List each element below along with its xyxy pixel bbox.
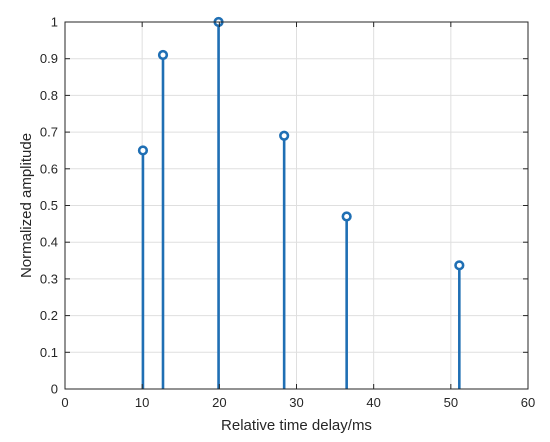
stem-series [137, 16, 465, 389]
x-tick-label-2: 20 [212, 395, 226, 410]
x-tick-label-6: 60 [521, 395, 535, 410]
x-tick-label-5: 50 [444, 395, 458, 410]
y-tick-label-9: 0.9 [40, 51, 58, 66]
x-axis-label: Relative time delay/ms [221, 417, 372, 434]
y-tick-label-8: 0.8 [40, 88, 58, 103]
stem-marker-5 [454, 260, 465, 271]
y-tick-label-1: 0.1 [40, 345, 58, 360]
y-tick-label-5: 0.5 [40, 198, 58, 213]
x-tick-label-1: 10 [135, 395, 149, 410]
x-tick-label-3: 30 [289, 395, 303, 410]
stem-marker-1 [157, 49, 169, 61]
y-tick-label-2: 0.2 [40, 308, 58, 323]
axis-ticks: 0 10 20 30 40 50 60 0 0.1 0.2 0.3 0.4 0.5 0.6 0.7 0.8 0.… [40, 15, 535, 411]
stem-marker-0 [137, 145, 149, 156]
x-tick-label-0: 0 [61, 395, 68, 410]
stem-marker-3 [279, 130, 290, 141]
x-tick-label-4: 40 [366, 395, 380, 410]
y-tick-label-7: 0.7 [40, 125, 58, 140]
stem-marker-4 [341, 211, 352, 222]
y-tick-label-6: 0.6 [40, 161, 58, 176]
y-tick-label-10: 1 [51, 15, 58, 30]
y-tick-label-0: 0 [51, 382, 58, 397]
y-tick-label-3: 0.3 [40, 271, 58, 286]
y-axis-label: Normalized amplitude [18, 133, 35, 278]
y-tick-label-4: 0.4 [40, 235, 58, 250]
